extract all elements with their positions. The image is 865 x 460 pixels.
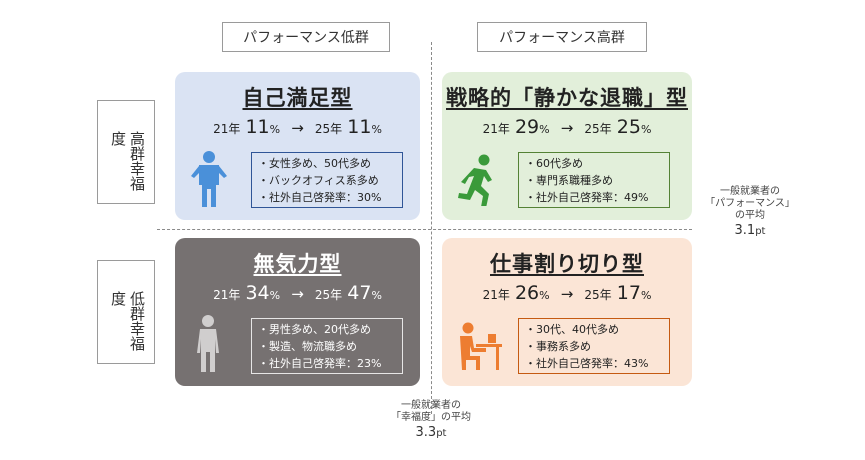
quadrant-stats: 21年 29% → 25年 25% xyxy=(482,116,652,138)
quadrant-title: 自己満足型 xyxy=(242,86,353,110)
quadrant-bullets: ・男性多め、20代多め ・製造、物流職多め ・社外自己啓発率：23% xyxy=(251,318,403,374)
bullet-item: ・製造、物流職多め xyxy=(258,340,357,353)
bullet-item: ・社外自己啓発率：49% xyxy=(525,191,649,204)
quadrant-work-detached: 仕事割り切り型 21年 26% → 25年 17% ・30代、40代多め ・事務… xyxy=(442,238,692,386)
note-line: 一般就業者の xyxy=(720,186,780,197)
average-performance-note: 一般就業者の 「パフォーマンス」 の平均 3.1pt xyxy=(695,186,805,241)
row-header-low-happiness: 低群幸福度 xyxy=(97,260,155,364)
note-line: の平均 xyxy=(735,210,765,221)
bullet-item: ・30代、40代多め xyxy=(525,323,619,336)
column-header-high-performance: パフォーマンス高群 xyxy=(477,22,647,52)
bullet-item: ・バックオフィス系多め xyxy=(258,174,379,187)
bullet-item: ・社外自己啓発率：23% xyxy=(258,357,382,370)
bullet-item: ・社外自己啓発率：43% xyxy=(525,357,649,370)
bullet-item: ・60代多め xyxy=(525,157,583,170)
quadrant-bullets: ・60代多め ・専門系職種多め ・社外自己啓発率：49% xyxy=(518,152,670,208)
quadrant-bullets: ・女性多め、50代多め ・バックオフィス系多め ・社外自己啓発率：30% xyxy=(251,152,403,208)
bullet-item: ・女性多め、50代多め xyxy=(258,157,371,170)
bullet-item: ・社外自己啓発率：30% xyxy=(258,191,382,204)
quadrant-apathetic: 無気力型 21年 34% → 25年 47% ・男性多め、20代多め ・製造、物… xyxy=(175,238,420,386)
quadrant-title: 無気力型 xyxy=(253,252,342,276)
bullet-item: ・専門系職種多め xyxy=(525,174,613,187)
quadrant-self-satisfied: 自己満足型 21年 11% → 25年 11% ・女性多め、50代多め ・バック… xyxy=(175,72,420,220)
note-line: 一般就業者の xyxy=(401,400,461,411)
average-performance-value: 3.1pt xyxy=(734,223,766,238)
row-header-high-happiness: 高群幸福度 xyxy=(97,100,155,204)
desk-worker-icon xyxy=(460,322,502,370)
note-line: 「幸福度」の平均 xyxy=(391,412,471,423)
note-line: 「パフォーマンス」 xyxy=(705,198,795,209)
quadrant-title: 戦略的「静かな退職」型 xyxy=(446,86,688,110)
row-header-high-happiness-label: 高群幸福度 xyxy=(109,131,146,191)
horizontal-average-line xyxy=(157,229,692,230)
column-header-low-performance: パフォーマンス低群 xyxy=(222,22,390,52)
quadrant-bullets: ・30代、40代多め ・事務系多め ・社外自己啓発率：43% xyxy=(518,318,670,374)
slouching-person-icon xyxy=(197,315,219,372)
vertical-average-line xyxy=(431,42,432,414)
quadrant-strategic-quiet-quitting: 戦略的「静かな退職」型 21年 29% → 25年 25% ・60代多め ・専門… xyxy=(442,72,692,220)
quadrant-stats: 21年 34% → 25年 47% xyxy=(213,282,382,304)
running-person-icon xyxy=(458,154,492,206)
bullet-item: ・男性多め、20代多め xyxy=(258,323,371,336)
bullet-item: ・事務系多め xyxy=(525,340,591,353)
row-header-low-happiness-label: 低群幸福度 xyxy=(109,291,146,351)
average-happiness-note: 一般就業者の 「幸福度」の平均 3.3pt xyxy=(375,400,487,443)
quadrant-title: 仕事割り切り型 xyxy=(490,252,644,276)
standing-person-icon xyxy=(191,151,227,207)
quadrant-stats: 21年 26% → 25年 17% xyxy=(482,282,652,304)
quadrant-stats: 21年 11% → 25年 11% xyxy=(213,116,382,138)
average-happiness-value: 3.3pt xyxy=(415,425,447,440)
